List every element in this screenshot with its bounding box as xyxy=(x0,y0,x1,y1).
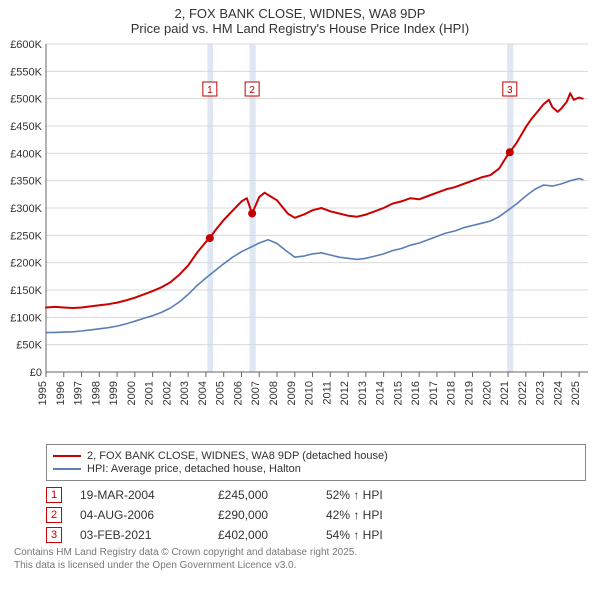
title-block: 2, FOX BANK CLOSE, WIDNES, WA8 9DP Price… xyxy=(0,0,600,38)
txn-marker-icon: 2 xyxy=(46,507,62,523)
svg-text:2021: 2021 xyxy=(499,381,511,405)
legend-swatch-icon xyxy=(53,468,81,470)
svg-text:£300K: £300K xyxy=(10,203,42,215)
svg-text:£600K: £600K xyxy=(10,39,42,51)
txn-price: £290,000 xyxy=(218,508,308,522)
svg-text:£50K: £50K xyxy=(16,340,42,352)
legend-label: HPI: Average price, detached house, Halt… xyxy=(87,463,301,475)
svg-text:1998: 1998 xyxy=(90,381,102,405)
report-container: 2, FOX BANK CLOSE, WIDNES, WA8 9DP Price… xyxy=(0,0,600,572)
svg-text:£400K: £400K xyxy=(10,148,42,160)
svg-text:£100K: £100K xyxy=(10,312,42,324)
title-subtitle: Price paid vs. HM Land Registry's House … xyxy=(4,21,596,36)
svg-text:2000: 2000 xyxy=(126,381,138,405)
svg-text:1997: 1997 xyxy=(73,381,85,405)
svg-text:2: 2 xyxy=(249,85,255,96)
txn-price: £402,000 xyxy=(218,528,308,542)
svg-text:£450K: £450K xyxy=(10,121,42,133)
svg-text:£0: £0 xyxy=(30,367,42,379)
svg-text:2018: 2018 xyxy=(446,381,458,405)
legend-item: HPI: Average price, detached house, Halt… xyxy=(53,463,579,475)
txn-date: 19-MAR-2004 xyxy=(80,488,200,502)
footer-line: This data is licensed under the Open Gov… xyxy=(14,560,586,573)
txn-marker-icon: 3 xyxy=(46,527,62,543)
txn-date: 03-FEB-2021 xyxy=(80,528,200,542)
txn-marker-icon: 1 xyxy=(46,487,62,503)
footer-attribution: Contains HM Land Registry data © Crown c… xyxy=(14,547,586,572)
svg-text:1996: 1996 xyxy=(55,381,67,405)
txn-hpi: 54% ↑ HPI xyxy=(326,528,426,542)
svg-text:2013: 2013 xyxy=(357,381,369,405)
svg-text:2007: 2007 xyxy=(250,381,262,405)
svg-text:2011: 2011 xyxy=(321,381,333,405)
txn-hpi: 42% ↑ HPI xyxy=(326,508,426,522)
svg-text:2019: 2019 xyxy=(463,381,475,405)
svg-text:1999: 1999 xyxy=(108,381,120,405)
svg-text:1995: 1995 xyxy=(37,381,49,405)
svg-text:2017: 2017 xyxy=(428,381,440,405)
svg-text:2010: 2010 xyxy=(304,381,316,405)
svg-text:2002: 2002 xyxy=(161,381,173,405)
svg-text:2012: 2012 xyxy=(339,381,351,405)
svg-text:2020: 2020 xyxy=(481,381,493,405)
svg-text:2006: 2006 xyxy=(232,381,244,405)
table-row: 2 04-AUG-2006 £290,000 42% ↑ HPI xyxy=(46,507,586,523)
legend-swatch-icon xyxy=(53,455,81,457)
svg-text:£200K: £200K xyxy=(10,258,42,270)
table-row: 3 03-FEB-2021 £402,000 54% ↑ HPI xyxy=(46,527,586,543)
svg-text:2025: 2025 xyxy=(570,381,582,405)
svg-text:2008: 2008 xyxy=(268,381,280,405)
title-address: 2, FOX BANK CLOSE, WIDNES, WA8 9DP xyxy=(4,6,596,21)
table-row: 1 19-MAR-2004 £245,000 52% ↑ HPI xyxy=(46,487,586,503)
svg-text:2014: 2014 xyxy=(375,381,387,405)
svg-text:2001: 2001 xyxy=(144,381,156,405)
svg-text:2023: 2023 xyxy=(535,381,547,405)
svg-text:2016: 2016 xyxy=(410,381,422,405)
svg-text:£250K: £250K xyxy=(10,230,42,242)
legend: 2, FOX BANK CLOSE, WIDNES, WA8 9DP (deta… xyxy=(46,444,586,481)
svg-text:2022: 2022 xyxy=(517,381,529,405)
svg-text:£500K: £500K xyxy=(10,94,42,106)
transactions-table: 1 19-MAR-2004 £245,000 52% ↑ HPI 2 04-AU… xyxy=(46,487,586,543)
footer-line: Contains HM Land Registry data © Crown c… xyxy=(14,547,586,560)
legend-label: 2, FOX BANK CLOSE, WIDNES, WA8 9DP (deta… xyxy=(87,450,388,462)
txn-price: £245,000 xyxy=(218,488,308,502)
svg-text:2015: 2015 xyxy=(392,381,404,405)
svg-text:£550K: £550K xyxy=(10,66,42,78)
legend-item: 2, FOX BANK CLOSE, WIDNES, WA8 9DP (deta… xyxy=(53,450,579,462)
svg-text:2009: 2009 xyxy=(286,381,298,405)
txn-date: 04-AUG-2006 xyxy=(80,508,200,522)
svg-text:2003: 2003 xyxy=(179,381,191,405)
txn-hpi: 52% ↑ HPI xyxy=(326,488,426,502)
svg-text:2024: 2024 xyxy=(552,381,564,405)
svg-text:2005: 2005 xyxy=(215,381,227,405)
svg-text:£150K: £150K xyxy=(10,285,42,297)
chart-svg: £0 £50K £100K £150K £200K £250K £300K £350K £400… xyxy=(0,38,600,438)
svg-text:3: 3 xyxy=(507,85,513,96)
chart: £0 £50K £100K £150K £200K £250K £300K £350K £400… xyxy=(0,38,600,438)
svg-text:£350K: £350K xyxy=(10,176,42,188)
svg-text:1: 1 xyxy=(207,85,213,96)
svg-text:2004: 2004 xyxy=(197,381,209,405)
